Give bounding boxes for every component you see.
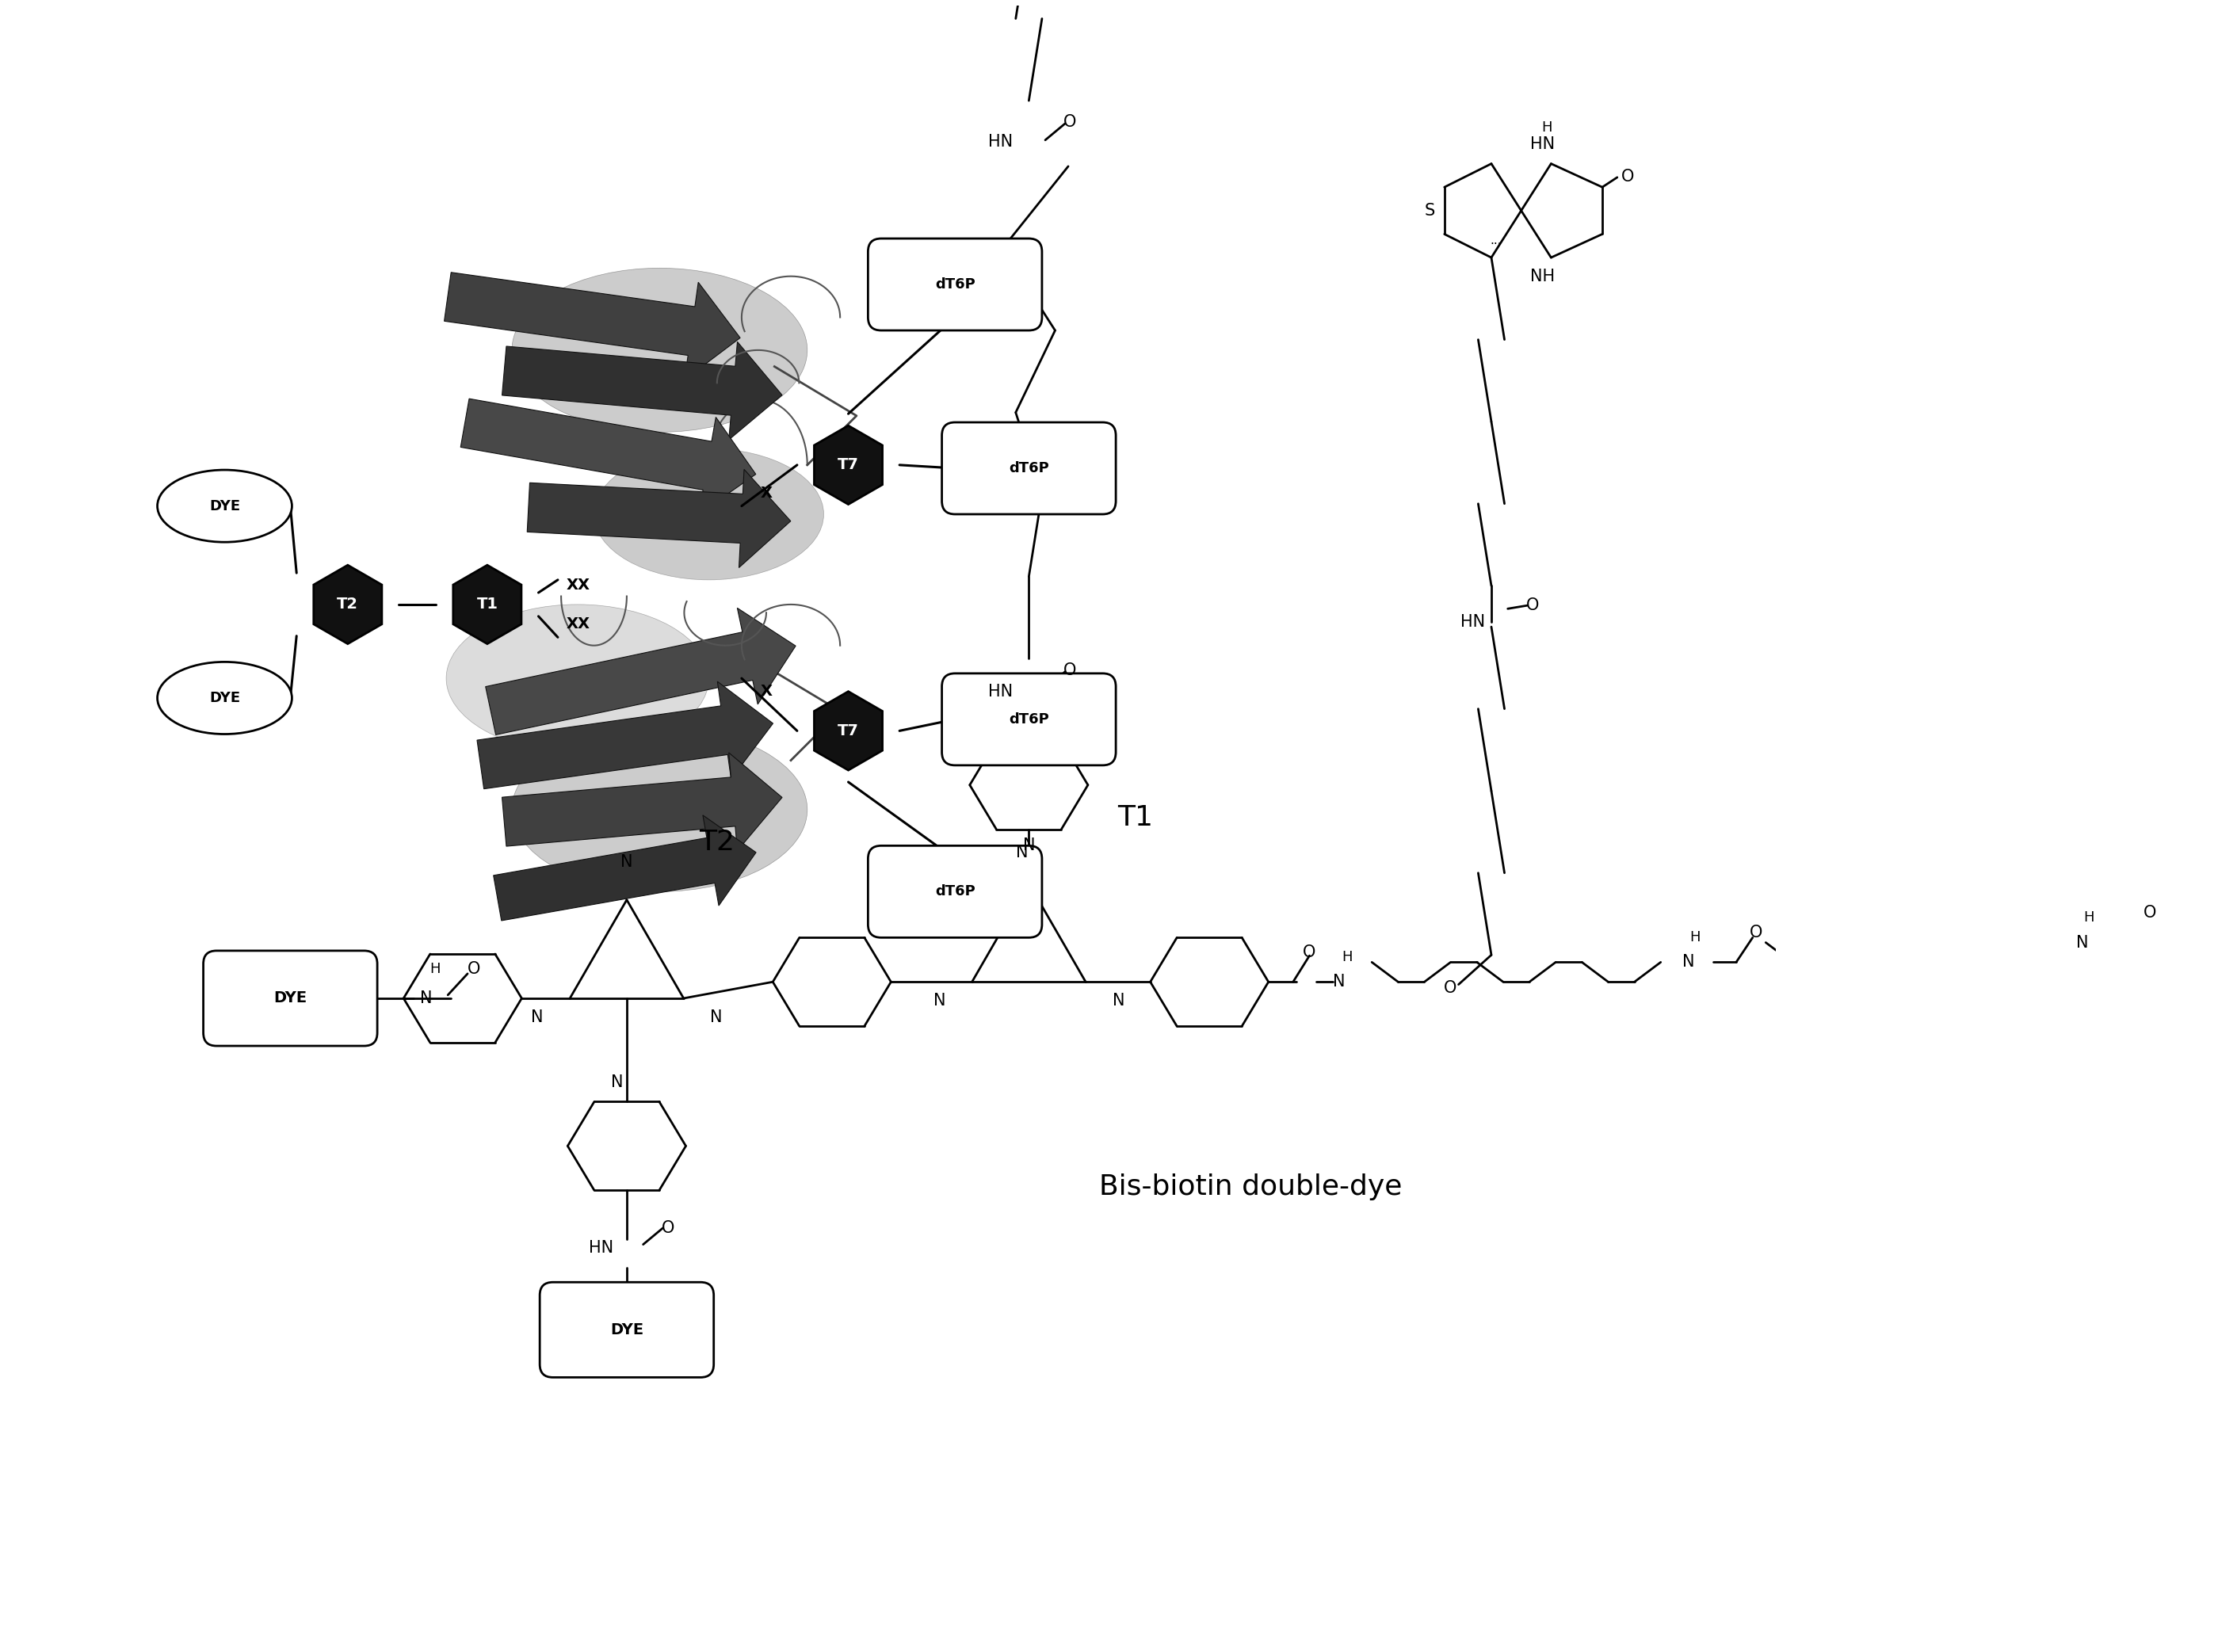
Text: T2: T2 [699, 829, 734, 856]
Text: T1: T1 [477, 596, 499, 611]
Text: H: H [430, 961, 439, 976]
Text: T7: T7 [838, 458, 858, 472]
FancyBboxPatch shape [204, 950, 377, 1046]
Polygon shape [492, 814, 756, 920]
Text: X: X [761, 684, 772, 699]
Text: HN: HN [590, 1239, 614, 1256]
Text: T2: T2 [337, 596, 359, 611]
Text: H: H [2083, 910, 2094, 925]
Text: dT6P: dT6P [1009, 461, 1049, 476]
FancyBboxPatch shape [539, 1282, 714, 1378]
Text: N: N [621, 854, 632, 871]
Polygon shape [313, 565, 381, 644]
Text: XX: XX [566, 616, 590, 631]
Text: O: O [1444, 980, 1457, 996]
Text: O: O [1750, 925, 1763, 940]
Text: O: O [1621, 169, 1635, 185]
FancyBboxPatch shape [867, 238, 1042, 330]
Text: DYE: DYE [208, 691, 240, 705]
Polygon shape [461, 398, 756, 514]
Ellipse shape [594, 449, 823, 580]
Text: O: O [1062, 662, 1076, 677]
Text: dT6P: dT6P [934, 278, 976, 292]
FancyBboxPatch shape [943, 423, 1116, 514]
Polygon shape [501, 753, 783, 851]
Polygon shape [477, 682, 774, 790]
Polygon shape [486, 608, 796, 735]
Text: ···: ··· [1490, 240, 1502, 251]
Text: T7: T7 [838, 724, 858, 738]
Text: XX: XX [566, 577, 590, 593]
Ellipse shape [157, 469, 293, 542]
Text: N: N [934, 993, 945, 1009]
Text: HN: HN [1459, 615, 1484, 629]
Polygon shape [814, 692, 883, 770]
Text: N: N [421, 991, 433, 1006]
Text: DYE: DYE [610, 1322, 643, 1338]
Polygon shape [814, 426, 883, 504]
FancyBboxPatch shape [867, 846, 1042, 938]
Ellipse shape [512, 268, 807, 433]
Text: NH: NH [1530, 269, 1555, 284]
Text: N: N [1111, 993, 1125, 1009]
Text: X: X [761, 486, 772, 501]
Text: H: H [1342, 950, 1353, 965]
Text: N: N [710, 1009, 723, 1026]
Text: T1: T1 [1118, 805, 1153, 831]
Text: H: H [1690, 930, 1701, 945]
Text: HN: HN [987, 684, 1011, 699]
Text: HN: HN [1530, 137, 1555, 152]
Text: N: N [1683, 955, 1695, 970]
Text: O: O [661, 1221, 674, 1236]
Text: O: O [1302, 945, 1315, 960]
Text: S: S [1424, 203, 1435, 218]
Text: HN: HN [987, 134, 1011, 150]
Text: N: N [1016, 844, 1029, 861]
FancyBboxPatch shape [943, 674, 1116, 765]
Text: O: O [2143, 905, 2156, 920]
Text: N: N [2076, 935, 2089, 950]
Text: N: N [530, 1009, 543, 1026]
Text: Bis-biotin double-dye: Bis-biotin double-dye [1098, 1173, 1402, 1201]
Polygon shape [501, 342, 783, 439]
Text: O: O [1526, 598, 1539, 613]
Text: N: N [1333, 975, 1344, 990]
Ellipse shape [157, 662, 293, 733]
Text: dT6P: dT6P [1009, 712, 1049, 727]
Text: N: N [1022, 838, 1036, 854]
Text: DYE: DYE [273, 991, 306, 1006]
Text: N: N [610, 1074, 623, 1090]
Polygon shape [528, 469, 790, 568]
Text: O: O [1062, 114, 1076, 131]
Ellipse shape [446, 605, 710, 752]
Text: H: H [1542, 121, 1553, 134]
Ellipse shape [512, 727, 807, 892]
Polygon shape [444, 273, 741, 380]
Text: dT6P: dT6P [934, 884, 976, 899]
Polygon shape [452, 565, 521, 644]
Text: DYE: DYE [208, 499, 240, 514]
Text: O: O [468, 961, 481, 976]
